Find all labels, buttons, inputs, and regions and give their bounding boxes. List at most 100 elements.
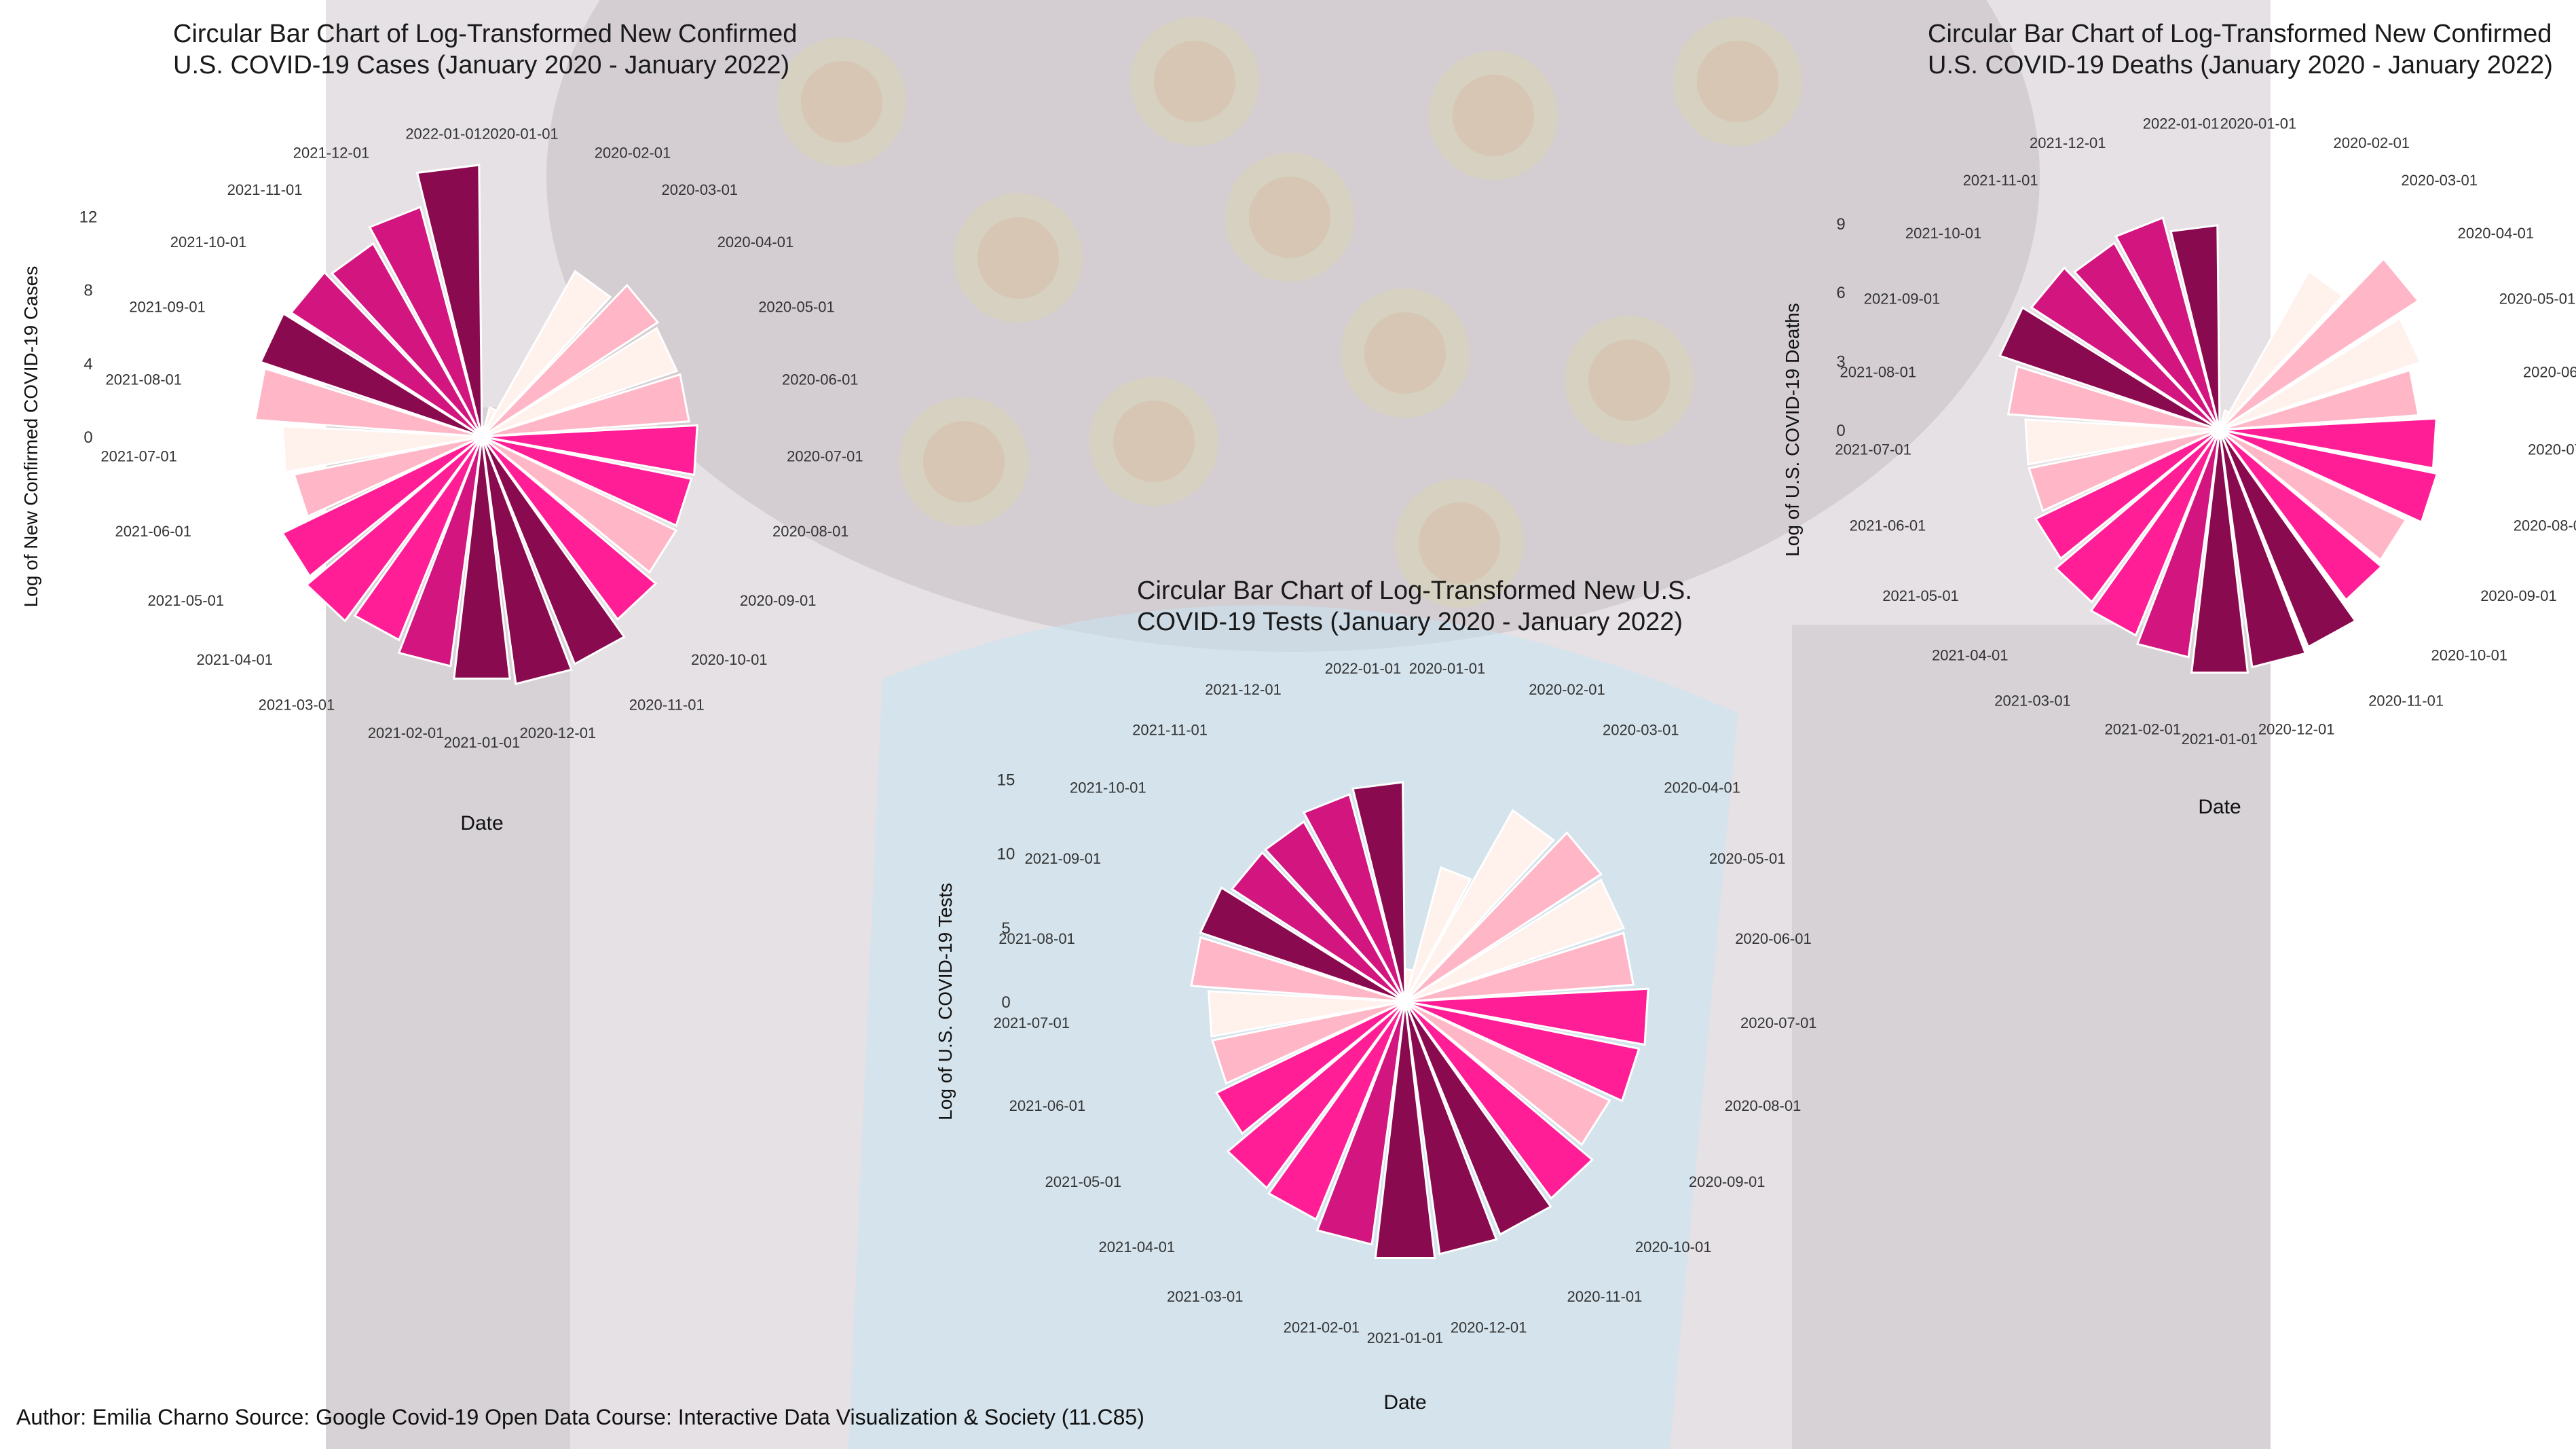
x-tick-label: 2020-12-01 — [2258, 721, 2335, 738]
y-tick-label: 8 — [83, 282, 92, 300]
x-tick-label: 2021-09-01 — [1025, 850, 1102, 867]
bar-2021-11-01 — [330, 242, 483, 438]
bg-building-right — [1792, 625, 2271, 1449]
x-tick-label: 2020-10-01 — [691, 651, 768, 668]
x-tick-label: 2021-11-01 — [1132, 722, 1208, 739]
bar-2021-02-01 — [1315, 1001, 1406, 1246]
bar-2021-07-01 — [281, 425, 483, 473]
bar-2022-01-01 — [415, 164, 483, 437]
bar-2020-10-01 — [481, 435, 658, 621]
x-tick-label: 2021-10-01 — [1905, 225, 1982, 242]
x-tick-label: 2020-08-01 — [1725, 1097, 1802, 1114]
y-tick-label: 4 — [83, 355, 92, 373]
bar-2020-05-01 — [1404, 878, 1625, 1003]
bar-2021-03-01 — [353, 436, 483, 642]
bar-2020-12-01 — [481, 436, 573, 686]
x-tick-label: 2020-09-01 — [740, 592, 817, 609]
bar-2021-04-01 — [2054, 428, 2221, 604]
x-tick-label: 2020-01-01 — [2220, 115, 2297, 132]
bar-2021-01-01 — [2190, 429, 2250, 674]
x-tick-label: 2020-10-01 — [2431, 647, 2508, 664]
x-tick-label: 2020-05-01 — [2499, 290, 2576, 307]
x-tick-label: 2021-04-01 — [1099, 1239, 1176, 1255]
bar-2021-02-01 — [397, 436, 483, 667]
bar-2020-04-01 — [1404, 831, 1603, 1003]
bg-virus-10 — [1395, 479, 1524, 608]
x-tick-label: 2020-05-01 — [1709, 850, 1786, 867]
y-axis-label: Log of U.S. COVID-19 Deaths — [1782, 303, 1803, 557]
x-tick-label: 2021-09-01 — [1864, 290, 1941, 307]
chart-deaths: Circular Bar Chart of Log-Transformed Ne… — [1782, 20, 2576, 818]
bar-2022-01-01 — [1351, 781, 1406, 1002]
x-tick-label: 2021-08-01 — [998, 930, 1075, 947]
x-tick-label: 2020-09-01 — [2480, 587, 2557, 604]
x-tick-label: 2021-12-01 — [1205, 681, 1282, 698]
chart-title: Circular Bar Chart of Log-Transformed Ne… — [1928, 20, 2552, 48]
bar-2021-12-01 — [368, 205, 483, 437]
bg-virus-6 — [1341, 289, 1470, 418]
x-tick-label: 2021-02-01 — [368, 724, 445, 741]
bg-virus-4 — [1673, 17, 1802, 146]
x-tick-label: 2020-07-01 — [1740, 1014, 1817, 1031]
y-tick-label: 12 — [79, 208, 98, 226]
chart-title: U.S. COVID-19 Deaths (January 2020 - Jan… — [1928, 51, 2553, 79]
bar-2020-09-01 — [2219, 428, 2408, 562]
bar-2021-07-01 — [2024, 418, 2220, 466]
x-tick-label: 2020-01-01 — [482, 126, 559, 143]
x-tick-label: 2021-07-01 — [1835, 441, 1911, 458]
y-tick-label: 0 — [1836, 422, 1845, 440]
x-tick-label: 2020-07-01 — [787, 447, 863, 464]
x-tick-label: 2021-09-01 — [129, 298, 206, 315]
x-tick-label: 2021-05-01 — [1882, 587, 1959, 604]
x-tick-label: 2020-08-01 — [772, 523, 849, 540]
x-tick-label: 2022-01-01 — [2143, 115, 2220, 132]
bar-2021-06-01 — [2028, 428, 2220, 513]
bg-virus-7 — [1565, 316, 1694, 445]
x-tick-label: 2021-08-01 — [105, 371, 182, 388]
x-tick-label: 2020-11-01 — [629, 696, 705, 713]
bar-2020-10-01 — [1404, 1000, 1594, 1200]
bar-2021-03-01 — [2089, 429, 2221, 637]
chart-title: Circular Bar Chart of Log-Transformed Ne… — [1137, 576, 1692, 605]
x-tick-label: 2020-06-01 — [782, 371, 859, 388]
x-tick-label: 2021-01-01 — [444, 734, 521, 751]
y-tick-label: 15 — [997, 771, 1015, 789]
y-tick-label: 0 — [1001, 993, 1010, 1012]
bar-2020-11-01 — [481, 436, 626, 666]
x-tick-label: 2021-08-01 — [1840, 364, 1917, 381]
chart-title: Circular Bar Chart of Log-Transformed Ne… — [173, 20, 797, 48]
credit-footer: Author: Emilia Charno Source: Google Cov… — [16, 1405, 1144, 1429]
x-axis-label: Date — [460, 812, 503, 834]
bg-virus-8 — [1089, 377, 1218, 506]
x-tick-label: 2020-10-01 — [1635, 1239, 1712, 1255]
bar-2020-09-01 — [1404, 1000, 1611, 1146]
x-tick-label: 2022-01-01 — [1325, 660, 1402, 677]
x-tick-label: 2020-11-01 — [1567, 1288, 1643, 1305]
x-tick-label: 2021-04-01 — [1932, 647, 2009, 664]
bar-2021-06-01 — [293, 435, 483, 518]
bar-2020-07-01 — [2219, 417, 2438, 470]
bar-2020-03-01 — [2218, 270, 2345, 431]
x-tick-label: 2020-06-01 — [2523, 364, 2576, 381]
bar-2020-07-01 — [481, 424, 698, 477]
x-tick-label: 2021-11-01 — [1963, 172, 2038, 189]
x-tick-label: 2020-12-01 — [520, 724, 597, 741]
x-tick-label: 2020-03-01 — [662, 181, 739, 198]
x-axis-label: Date — [1383, 1391, 1426, 1414]
x-tick-label: 2020-08-01 — [2514, 517, 2576, 534]
bar-2020-06-01 — [2219, 369, 2420, 431]
bar-2020-05-01 — [481, 327, 679, 438]
y-tick-label: 10 — [997, 845, 1015, 864]
x-tick-label: 2021-04-01 — [196, 651, 273, 668]
x-tick-label: 2020-02-01 — [595, 145, 671, 162]
bar-2021-05-01 — [280, 435, 483, 578]
x-tick-label: 2021-03-01 — [1167, 1288, 1244, 1305]
x-tick-label: 2020-05-01 — [758, 298, 835, 315]
bar-2020-07-01 — [1404, 987, 1649, 1046]
bar-2020-06-01 — [1404, 932, 1635, 1003]
chart-title: U.S. COVID-19 Cases (January 2020 - Janu… — [173, 51, 789, 79]
bar-2021-07-01 — [1207, 990, 1406, 1038]
chart-title: COVID-19 Tests (January 2020 - January 2… — [1137, 608, 1683, 636]
bar-2021-01-01 — [453, 436, 511, 680]
bg-virus-9 — [899, 397, 1028, 526]
